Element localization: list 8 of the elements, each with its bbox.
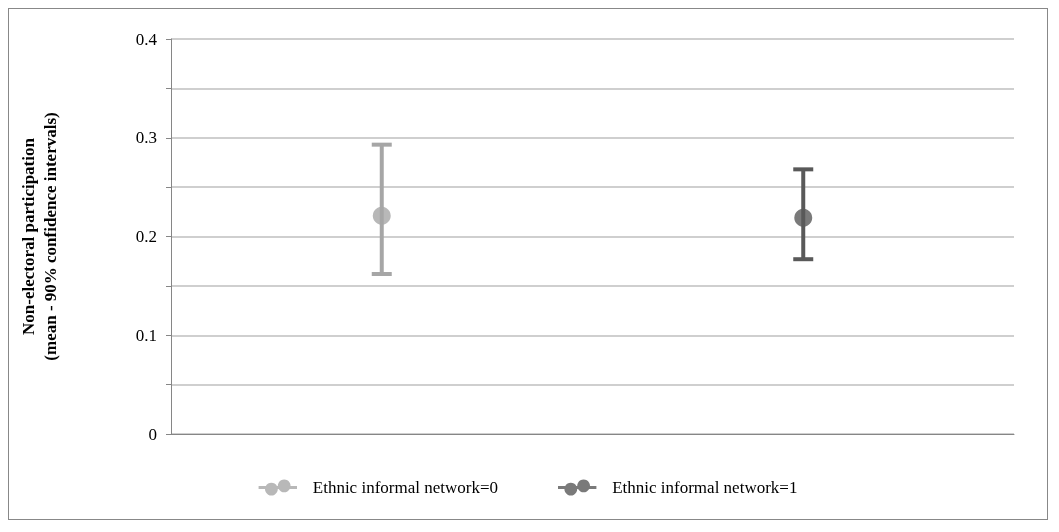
y-tick-label: 0 bbox=[148, 424, 157, 444]
y-axis-title: Non-electoral participation (mean - 90% confidence intervals) bbox=[18, 112, 60, 361]
y-tick-label: 0.3 bbox=[135, 128, 157, 148]
y-tick-label: 0.2 bbox=[135, 227, 157, 246]
legend-label: Ethnic informal network=1 bbox=[612, 478, 798, 497]
legend-label: Ethnic informal network=0 bbox=[312, 478, 499, 497]
y-tick-label: 0.1 bbox=[135, 325, 157, 345]
y-tick-label: 0.4 bbox=[135, 29, 158, 49]
